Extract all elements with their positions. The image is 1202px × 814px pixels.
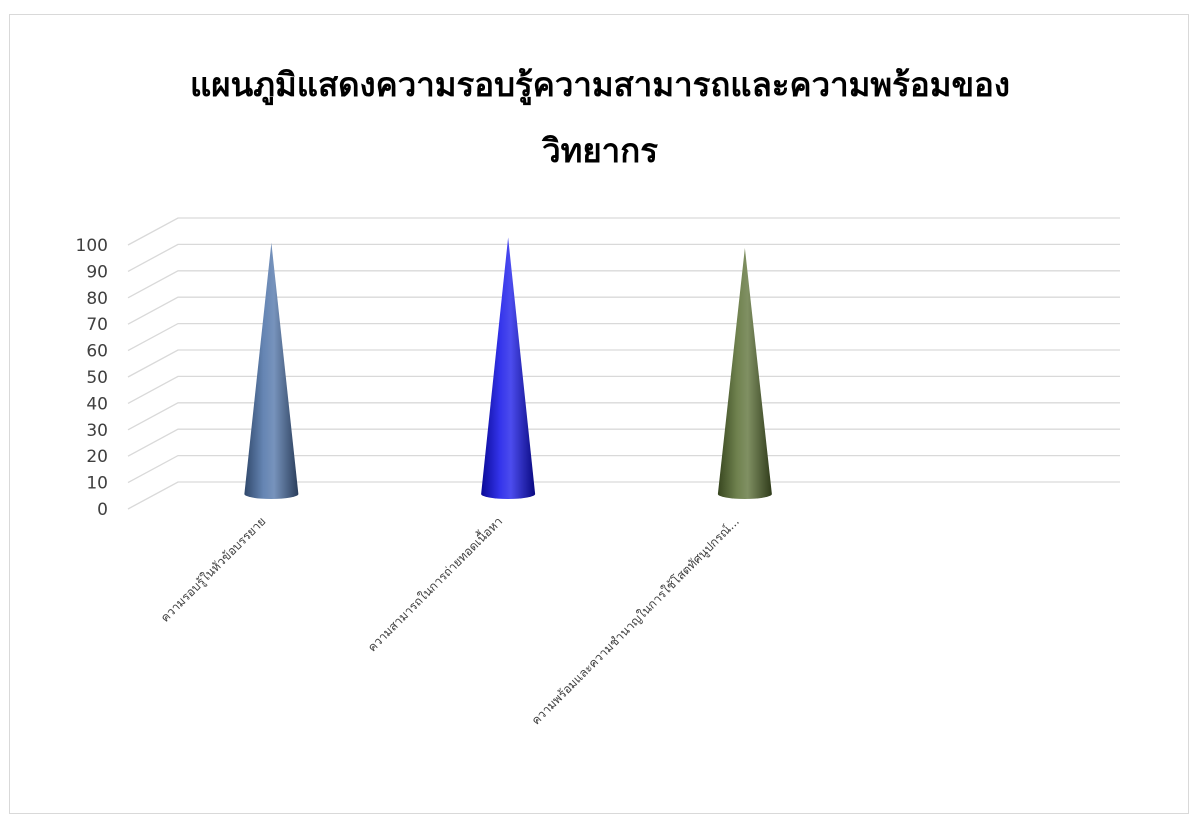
- y-tick-label: 80: [86, 289, 108, 309]
- cone-bar: [481, 237, 536, 500]
- gridline: [127, 322, 1120, 352]
- gridline: [127, 402, 1120, 431]
- gridline: [127, 454, 1120, 484]
- chart-frame: [9, 14, 1189, 814]
- gridline: [127, 375, 1120, 404]
- x-category-label: ความพร้อมและความชำนาญในการใช้โสตทัศนูปกร…: [529, 514, 743, 728]
- gridline: [127, 349, 1120, 378]
- y-tick-label: 70: [86, 315, 108, 335]
- x-axis-category-labels: ความรอบรู้ในหัวข้อบรรยาย ความสามารถในการถ…: [158, 513, 743, 728]
- cone-series: [244, 237, 772, 500]
- y-tick-label: 50: [86, 368, 108, 388]
- cone-bar: [244, 242, 299, 499]
- gridline: [127, 481, 1120, 510]
- chart-title: แผนภูมิแสดงความรอบรู้ความสามารถและความพร…: [190, 65, 1010, 170]
- gridline: [127, 270, 1120, 299]
- cone-bar: [717, 247, 772, 499]
- y-tick-label: 10: [86, 474, 108, 494]
- y-tick-label: 0: [97, 500, 108, 520]
- gridline: [127, 243, 1120, 272]
- cone-body: [717, 247, 772, 499]
- x-category-label: ความสามารถในการถ่ายทอดเนื้อหา: [364, 513, 506, 655]
- y-axis-tick-labels: 0 10 20 30 40 50 60 70 80 90 100: [76, 236, 108, 520]
- gridline: [127, 217, 1120, 246]
- y-tick-label: 20: [86, 447, 108, 467]
- gridlines: [127, 217, 1120, 510]
- y-tick-label: 40: [86, 394, 108, 414]
- y-tick-label: 30: [86, 421, 108, 441]
- y-tick-label: 90: [86, 262, 108, 282]
- cone-body: [481, 237, 536, 500]
- y-tick-label: 100: [76, 236, 108, 256]
- cone-body: [244, 242, 299, 499]
- gridline: [127, 428, 1120, 457]
- x-category-label: ความรอบรู้ในหัวข้อบรรยาย: [158, 514, 269, 625]
- gridline: [127, 296, 1120, 325]
- y-tick-label: 60: [86, 342, 108, 362]
